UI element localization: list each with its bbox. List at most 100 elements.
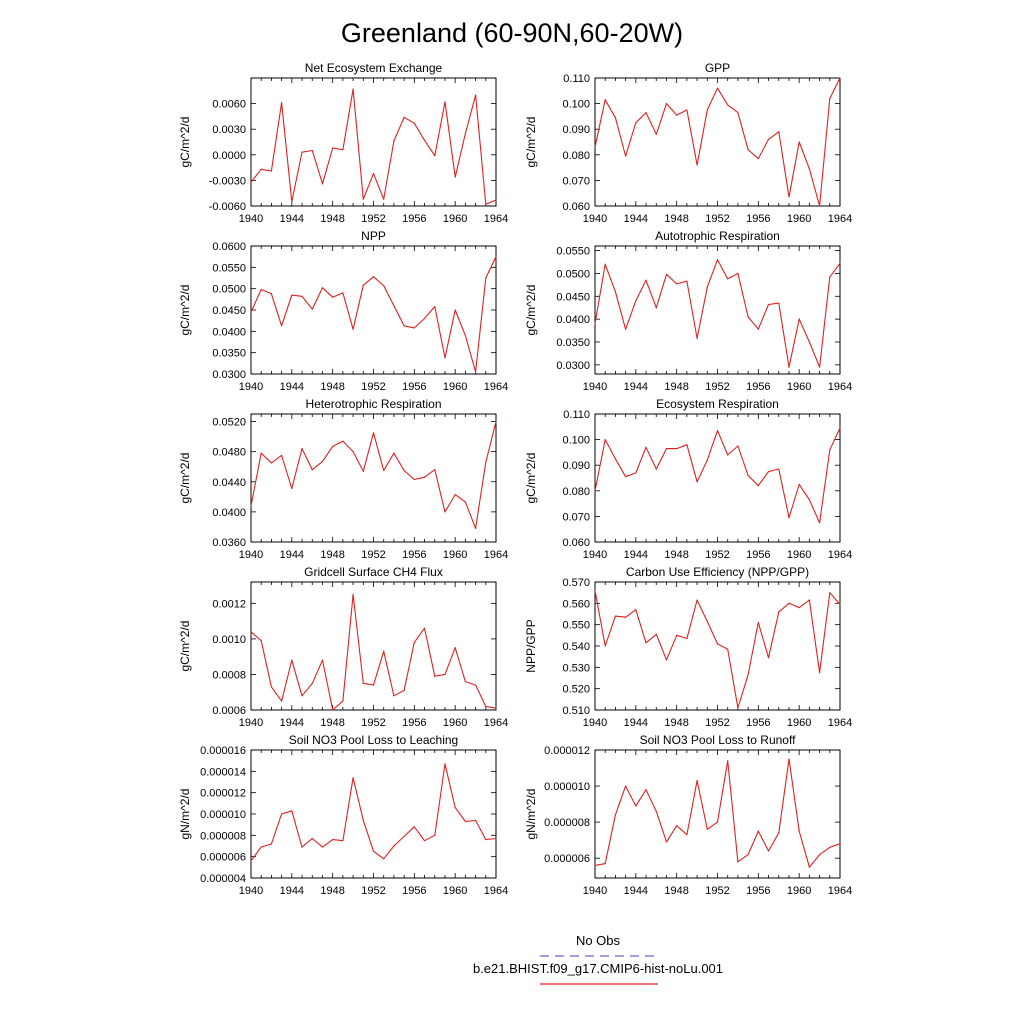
data-point xyxy=(625,155,627,157)
data-point xyxy=(696,780,698,782)
data-point xyxy=(474,527,477,530)
series-line xyxy=(250,763,497,862)
panel-title: Ecosystem Respiration xyxy=(656,397,779,411)
y-axis-label: gN/m^2/d xyxy=(524,789,538,840)
y-tick-label: 0.000006 xyxy=(544,853,590,865)
data-point xyxy=(464,501,466,503)
y-tick-label: 0.0500 xyxy=(556,268,590,280)
data-point xyxy=(788,366,790,368)
y-tick-label: 0.000006 xyxy=(200,852,246,864)
y-tick-label: 0.0012 xyxy=(212,598,246,610)
plot-frame xyxy=(250,245,497,375)
y-tick-label: 0.0450 xyxy=(212,305,246,317)
x-tick-label: 1948 xyxy=(320,213,344,225)
legend-label-model: b.e21.BHIST.f09_g17.CMIP6-hist-noLu.001 xyxy=(473,961,723,976)
y-axis-label: gC/m^2/d xyxy=(178,117,192,168)
data-point xyxy=(260,452,262,454)
data-point xyxy=(403,835,405,838)
data-point xyxy=(808,168,810,170)
data-point xyxy=(362,470,364,472)
data-point xyxy=(604,263,606,265)
x-tick-label: 1960 xyxy=(787,213,811,225)
x-tick-label: 1944 xyxy=(624,381,648,393)
data-point xyxy=(393,845,395,847)
data-point xyxy=(635,805,637,807)
data-point xyxy=(291,294,293,296)
y-tick-label: 0.000008 xyxy=(200,830,246,842)
data-point xyxy=(839,77,841,79)
data-point xyxy=(594,490,596,492)
data-point xyxy=(454,807,456,809)
x-tick-label: 1956 xyxy=(746,549,770,561)
data-point xyxy=(818,853,821,856)
x-tick-label: 1952 xyxy=(705,381,729,393)
x-tick-label: 1964 xyxy=(828,381,852,393)
data-point xyxy=(291,810,293,812)
data-point xyxy=(604,99,606,101)
data-point xyxy=(311,308,313,310)
y-tick-label: 0.520 xyxy=(562,684,590,696)
data-point xyxy=(495,199,497,201)
data-point xyxy=(757,621,759,624)
data-point xyxy=(757,158,759,160)
y-tick-label: -0.0030 xyxy=(209,175,246,187)
series-line xyxy=(594,259,841,368)
data-point xyxy=(434,469,436,471)
data-point xyxy=(413,641,415,644)
y-tick-label: 0.570 xyxy=(562,577,590,589)
data-point xyxy=(737,707,739,709)
data-point xyxy=(362,198,364,200)
data-point xyxy=(250,505,252,507)
data-point xyxy=(798,607,800,609)
data-point xyxy=(495,420,497,423)
x-tick-label: 1964 xyxy=(484,549,508,561)
x-tick-label: 1944 xyxy=(624,885,648,897)
y-tick-label: 0.090 xyxy=(562,124,590,136)
x-tick-label: 1956 xyxy=(402,885,426,897)
data-point xyxy=(372,276,375,278)
y-tick-label: 0.550 xyxy=(562,620,590,632)
data-point xyxy=(839,262,841,264)
panel-title: Soil NO3 Pool Loss to Leaching xyxy=(289,733,458,747)
data-point xyxy=(301,151,303,153)
data-point xyxy=(604,439,606,441)
panel-7: Gridcell Surface CH4 Flux 1940 1944 1948 195… xyxy=(178,565,508,729)
data-point xyxy=(798,318,800,320)
data-point xyxy=(332,709,334,711)
data-point xyxy=(839,603,841,606)
y-tick-label: 0.000010 xyxy=(200,809,246,821)
data-point xyxy=(665,447,668,450)
data-point xyxy=(706,109,708,111)
data-point xyxy=(655,307,657,309)
data-point xyxy=(676,283,678,285)
data-point xyxy=(352,451,354,453)
data-point xyxy=(706,620,708,623)
x-tick-label: 1948 xyxy=(320,381,344,393)
data-point xyxy=(727,760,729,762)
y-tick-label: 0.000014 xyxy=(200,766,246,778)
data-point xyxy=(706,828,708,830)
data-point xyxy=(464,132,466,135)
y-tick-label: 0.0006 xyxy=(212,705,246,717)
y-tick-label: 0.0480 xyxy=(212,447,246,459)
y-tick-label: 0.0000 xyxy=(212,150,246,162)
data-point xyxy=(839,843,841,845)
data-point xyxy=(454,309,456,311)
x-tick-label: 1960 xyxy=(443,717,467,729)
x-tick-label: 1944 xyxy=(280,885,304,897)
data-point xyxy=(788,196,790,198)
data-point xyxy=(737,445,739,447)
x-tick-label: 1964 xyxy=(828,885,852,897)
data-point xyxy=(495,837,497,840)
data-point xyxy=(485,277,487,279)
data-point xyxy=(788,758,790,760)
data-point xyxy=(291,201,293,203)
data-point xyxy=(342,440,344,442)
x-tick-label: 1948 xyxy=(664,717,688,729)
data-point xyxy=(332,445,334,447)
data-point xyxy=(444,511,446,513)
plot-frame xyxy=(594,413,841,543)
data-point xyxy=(321,846,324,848)
data-point xyxy=(260,640,262,642)
data-point xyxy=(696,164,698,166)
